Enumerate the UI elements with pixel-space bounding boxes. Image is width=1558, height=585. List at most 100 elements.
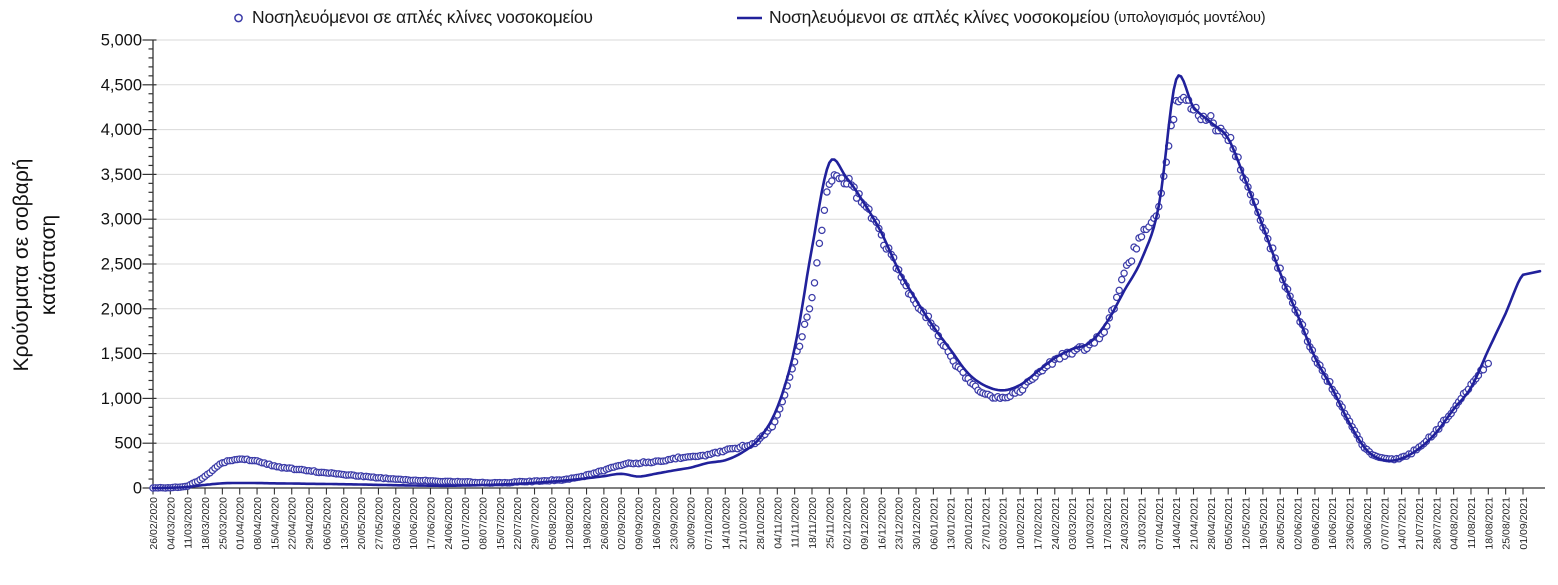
svg-text:26/05/2021: 26/05/2021	[1275, 497, 1287, 550]
svg-text:23/09/2020: 23/09/2020	[668, 497, 680, 550]
y-gridlines	[153, 39, 1545, 444]
svg-text:30/09/2020: 30/09/2020	[686, 497, 698, 550]
svg-text:4,500: 4,500	[101, 76, 142, 94]
svg-text:04/03/2020: 04/03/2020	[165, 497, 177, 550]
svg-text:17/03/2021: 17/03/2021	[1102, 497, 1114, 550]
svg-text:28/04/2021: 28/04/2021	[1206, 497, 1218, 550]
svg-text:09/09/2020: 09/09/2020	[634, 497, 646, 550]
svg-text:15/04/2020: 15/04/2020	[269, 497, 281, 550]
svg-text:01/07/2020: 01/07/2020	[460, 497, 472, 550]
y-axis-title: Κρούσματα σε σοβαρή κατάσταση	[8, 85, 64, 445]
svg-text:05/05/2021: 05/05/2021	[1223, 497, 1235, 550]
y-axis-title-line1: Κρούσματα σε σοβαρή	[10, 158, 33, 372]
svg-text:11/11/2020: 11/11/2020	[790, 497, 802, 548]
svg-text:10/06/2020: 10/06/2020	[408, 497, 420, 550]
svg-text:19/08/2020: 19/08/2020	[582, 497, 594, 550]
svg-text:1,000: 1,000	[101, 390, 142, 408]
svg-text:01/09/2021: 01/09/2021	[1518, 497, 1530, 550]
svg-text:03/03/2021: 03/03/2021	[1067, 497, 1079, 550]
legend-label-model: Νοσηλευόμενοι σε απλές κλίνες νοσοκομείο…	[769, 7, 1110, 27]
svg-text:30/06/2021: 30/06/2021	[1362, 497, 1374, 550]
svg-text:13/01/2021: 13/01/2021	[946, 497, 958, 550]
svg-text:1,500: 1,500	[101, 345, 142, 363]
line-marker-icon	[737, 16, 762, 20]
svg-text:20/05/2020: 20/05/2020	[356, 497, 368, 550]
svg-text:28/07/2021: 28/07/2021	[1431, 497, 1443, 550]
model-line-series	[151, 74, 1542, 490]
chart-legend: Νοσηλευόμενοι σε απλές κλίνες νοσοκομείο…	[0, 5, 1558, 31]
svg-text:02/12/2020: 02/12/2020	[842, 497, 854, 550]
svg-text:14/07/2021: 14/07/2021	[1397, 497, 1409, 550]
svg-text:18/08/2021: 18/08/2021	[1483, 497, 1495, 550]
svg-text:24/02/2021: 24/02/2021	[1050, 497, 1062, 550]
svg-text:11/08/2021: 11/08/2021	[1466, 497, 1478, 549]
svg-text:21/04/2021: 21/04/2021	[1189, 497, 1201, 550]
x-axis-ticks	[152, 488, 1524, 495]
svg-text:24/03/2021: 24/03/2021	[1119, 497, 1131, 550]
svg-text:29/07/2020: 29/07/2020	[530, 497, 542, 550]
svg-text:17/02/2021: 17/02/2021	[1032, 497, 1044, 550]
y-tick-labels: 0 500 1,000 1,500 2,000 2,500 3,000 3,500 4,000 4…	[101, 32, 142, 498]
svg-text:03/02/2021: 03/02/2021	[998, 497, 1010, 550]
y-axis-ticks	[142, 39, 157, 489]
svg-text:25/11/2020: 25/11/2020	[824, 497, 836, 549]
svg-text:31/03/2021: 31/03/2021	[1136, 497, 1148, 550]
svg-text:30/12/2020: 30/12/2020	[911, 497, 923, 550]
svg-text:10/03/2021: 10/03/2021	[1084, 497, 1096, 550]
svg-text:10/02/2021: 10/02/2021	[1015, 497, 1027, 550]
svg-text:18/11/2020: 18/11/2020	[807, 497, 819, 549]
y-axis-title-line2: κατάσταση	[37, 214, 60, 316]
svg-text:500: 500	[114, 435, 142, 453]
svg-text:06/05/2020: 06/05/2020	[321, 497, 333, 550]
svg-text:23/12/2020: 23/12/2020	[894, 497, 906, 550]
svg-text:04/11/2020: 04/11/2020	[772, 497, 784, 549]
svg-text:13/05/2020: 13/05/2020	[339, 497, 351, 550]
svg-text:17/06/2020: 17/06/2020	[425, 497, 437, 550]
svg-text:23/06/2021: 23/06/2021	[1345, 497, 1357, 550]
svg-text:04/08/2021: 04/08/2021	[1449, 497, 1461, 550]
svg-text:21/10/2020: 21/10/2020	[738, 497, 750, 550]
svg-text:14/10/2020: 14/10/2020	[720, 497, 732, 550]
legend-label-observed: Νοσηλευόμενοι σε απλές κλίνες νοσοκομείο…	[252, 7, 593, 27]
svg-text:27/01/2021: 27/01/2021	[980, 497, 992, 550]
svg-text:09/06/2021: 09/06/2021	[1310, 497, 1322, 550]
svg-text:02/09/2020: 02/09/2020	[616, 497, 628, 550]
svg-text:08/04/2020: 08/04/2020	[252, 497, 264, 550]
svg-text:07/07/2021: 07/07/2021	[1379, 497, 1391, 550]
svg-text:02/06/2021: 02/06/2021	[1293, 497, 1305, 550]
svg-text:22/07/2020: 22/07/2020	[512, 497, 524, 550]
svg-text:05/08/2020: 05/08/2020	[547, 497, 559, 550]
svg-text:09/12/2020: 09/12/2020	[859, 497, 871, 550]
svg-text:12/08/2020: 12/08/2020	[564, 497, 576, 550]
svg-text:03/06/2020: 03/06/2020	[391, 497, 403, 550]
svg-text:14/04/2021: 14/04/2021	[1171, 497, 1183, 550]
svg-text:19/05/2021: 19/05/2021	[1258, 497, 1270, 550]
svg-text:2,500: 2,500	[101, 256, 142, 274]
svg-text:21/07/2021: 21/07/2021	[1414, 497, 1426, 550]
svg-text:29/04/2020: 29/04/2020	[304, 497, 316, 550]
svg-text:18/03/2020: 18/03/2020	[200, 497, 212, 550]
svg-text:07/10/2020: 07/10/2020	[703, 497, 715, 550]
svg-text:16/12/2020: 16/12/2020	[876, 497, 888, 550]
svg-text:22/04/2020: 22/04/2020	[287, 497, 299, 550]
svg-text:28/10/2020: 28/10/2020	[755, 497, 767, 550]
svg-text:25/08/2021: 25/08/2021	[1501, 497, 1513, 550]
svg-text:3,000: 3,000	[101, 211, 142, 229]
svg-text:08/07/2020: 08/07/2020	[477, 497, 489, 550]
svg-text:3,500: 3,500	[101, 166, 142, 184]
svg-text:15/07/2020: 15/07/2020	[495, 497, 507, 550]
circle-marker-icon	[234, 13, 243, 23]
svg-text:26/08/2020: 26/08/2020	[599, 497, 611, 550]
svg-text:20/01/2021: 20/01/2021	[963, 497, 975, 550]
svg-text:01/04/2020: 01/04/2020	[235, 497, 247, 550]
svg-text:07/04/2021: 07/04/2021	[1154, 497, 1166, 550]
svg-text:06/01/2021: 06/01/2021	[928, 497, 940, 550]
svg-text:24/06/2020: 24/06/2020	[443, 497, 455, 550]
svg-text:16/06/2021: 16/06/2021	[1327, 497, 1339, 550]
observed-scatter-series	[149, 93, 1493, 492]
legend-item-observed: Νοσηλευόμενοι σε απλές κλίνες νοσοκομείο…	[231, 7, 593, 28]
svg-text:11/03/2020: 11/03/2020	[183, 497, 195, 549]
x-tick-labels: 26/02/2020 04/03/2020 11/03/2020 18/03/2020…	[148, 497, 1530, 550]
legend-item-model: Νοσηλευόμενοι σε απλές κλίνες νοσοκομείο…	[736, 7, 1266, 28]
